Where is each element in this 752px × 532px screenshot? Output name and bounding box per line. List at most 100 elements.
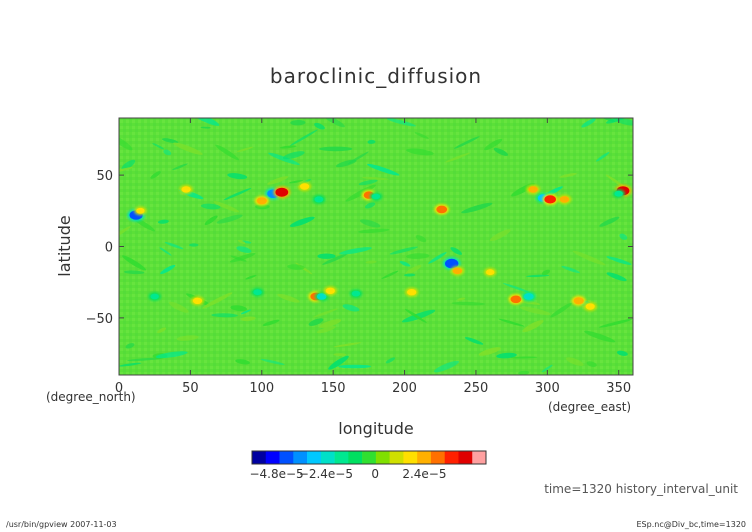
field-swirl (323, 118, 345, 128)
field-swirl (550, 302, 573, 318)
field-swirl (150, 171, 161, 179)
field-swirl (358, 179, 378, 186)
field-swirl (202, 292, 233, 309)
field-swirl (229, 252, 256, 263)
field-swirl (444, 152, 471, 163)
footer-left: /usr/bin/gpview 2007-11-03 (6, 520, 117, 529)
field-swirl (599, 216, 620, 227)
field-swirl (502, 283, 530, 293)
field-swirl (168, 301, 189, 313)
field-swirl (584, 330, 616, 343)
field-swirl (316, 325, 336, 334)
field-swirl (215, 144, 240, 161)
field-feature (136, 207, 145, 214)
x-tick-label: 250 (464, 381, 489, 396)
field-feature (351, 290, 361, 297)
field-feature (510, 295, 522, 304)
field-swirl (367, 163, 400, 176)
field-swirl (561, 265, 580, 274)
field-swirl (262, 319, 280, 326)
colorbar-swatch (403, 451, 418, 464)
colorbar-swatch (334, 451, 349, 464)
field-feature (253, 289, 262, 296)
field-swirl (289, 129, 318, 147)
field-swirl (457, 297, 466, 301)
field-feature (544, 195, 556, 204)
field-swirl (290, 119, 306, 126)
field-swirl (399, 261, 411, 267)
field-swirl (451, 301, 486, 306)
field-swirl (565, 357, 584, 366)
colorbar-swatch (307, 451, 322, 464)
field-swirl (478, 347, 501, 356)
field-swirl (314, 122, 325, 130)
field-feature (275, 187, 289, 197)
x-axis-label: longitude (338, 419, 413, 438)
field-feature (256, 197, 267, 205)
field-swirl (236, 246, 252, 253)
field-swirl (119, 167, 133, 174)
colorbar-swatch (320, 451, 335, 464)
colorbar-swatch (375, 451, 390, 464)
field-swirl (518, 370, 530, 375)
colorbar-tick-label: 0 (371, 467, 379, 481)
field-swirl (200, 203, 221, 210)
field-swirl (415, 235, 427, 243)
x-tick-label: 350 (606, 381, 631, 396)
y-unit-label: (degree_north) (46, 390, 136, 404)
field-swirl (279, 145, 297, 149)
field-feature (486, 269, 495, 276)
field-swirl (190, 118, 220, 126)
field-feature (314, 196, 324, 203)
field-swirl (364, 202, 376, 209)
x-tick-label: 150 (321, 381, 346, 396)
colorbar-tick-label: 2.4e−5 (402, 467, 446, 481)
field-swirl (189, 243, 199, 247)
y-tick-label: 50 (96, 169, 113, 184)
field-features (127, 181, 632, 312)
x-tick-label: 200 (392, 381, 417, 396)
colorbar-swatch (279, 451, 294, 464)
field-swirl (161, 138, 179, 144)
field-feature (181, 186, 191, 193)
field-swirl (347, 151, 369, 165)
field-swirl (333, 342, 362, 348)
colorbar-swatch (472, 451, 487, 464)
field-swirl (176, 335, 199, 341)
colorbar-tick-label: −2.4e−5 (299, 467, 353, 481)
x-tick-label: 0 (115, 381, 123, 396)
field-swirl (155, 351, 188, 359)
field-swirl (308, 318, 324, 326)
y-axis: 50 0 −50 (86, 169, 633, 327)
field-feature (528, 186, 538, 193)
colorbar-swatch (265, 451, 280, 464)
field-swirl (404, 273, 416, 277)
x-axis: 0 50 100 150 200 250 300 350 (115, 118, 631, 396)
field-swirl (522, 320, 544, 333)
field-feature (150, 293, 159, 300)
field-swirl (277, 293, 300, 303)
colorbar-tick-label: −4.8e−5 (249, 467, 303, 481)
field-swirl (381, 270, 399, 279)
field-swirl (389, 246, 419, 255)
field-swirl (313, 308, 338, 318)
field-swirl (595, 152, 610, 162)
field-swirl (342, 304, 360, 312)
field-swirl (461, 202, 493, 214)
field-swirl (319, 319, 342, 328)
field-swirl (216, 214, 243, 224)
colorbar-swatch (293, 451, 308, 464)
field-swirl (211, 313, 238, 318)
field-swirl (464, 337, 484, 345)
field-swirl (160, 264, 176, 275)
field-feature (316, 293, 327, 300)
colorbar-swatch (458, 451, 473, 464)
field-swirl (586, 361, 597, 367)
field-swirl (159, 247, 172, 256)
field-feature (452, 267, 463, 275)
field-swirl (453, 136, 480, 149)
field-swirl (428, 252, 447, 264)
field-feature (614, 190, 623, 197)
field-swirl (122, 255, 147, 271)
